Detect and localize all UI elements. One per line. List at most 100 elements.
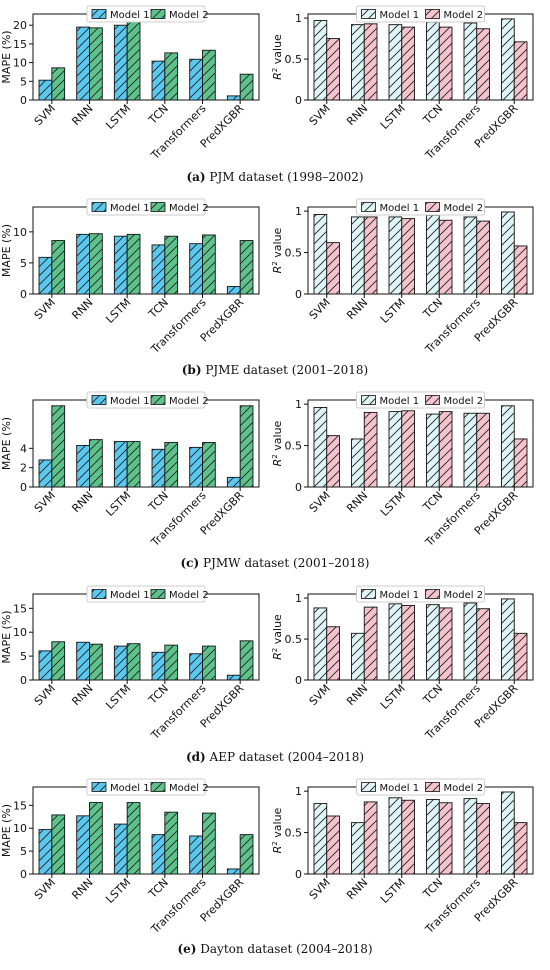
chart1-bar-s2-predxgbr [513, 41, 528, 101]
chart4-bar-s2-svm [51, 405, 66, 488]
chart4-legend-swatch-hatch [151, 395, 165, 405]
chart4-y-tick-label: 2 [20, 462, 27, 475]
chart3-legend-swatch-hatch [361, 202, 376, 212]
caption-text: PJMW dataset (2001–2018) [203, 556, 370, 570]
chart2-bar-s1-lstm [113, 235, 128, 295]
chart9-x-tick-label: SVM [307, 876, 333, 902]
chart7-bar-s1-transformers [463, 602, 478, 681]
chart1-bar-s1-svm [313, 20, 328, 101]
chart6-legend-swatch-hatch [92, 589, 106, 599]
chart9-legend-swatch-hatch [361, 782, 376, 792]
chart4-bar-s2-transformers [202, 442, 216, 488]
chart0-legend-swatch-hatch [151, 9, 165, 19]
chart5-bar-s2-svm [326, 435, 340, 488]
chart0-y-tick-label: 0 [20, 94, 27, 107]
chart7-bar-s2-lstm [401, 605, 415, 681]
chart5-y-axis-label: R2 value [271, 420, 284, 466]
chart0-y-tick-label: 20 [13, 19, 27, 32]
chart7-legend-label-1: Model 1 [380, 590, 420, 601]
chart3-legend-swatch-hatch [425, 202, 440, 212]
chart7-y-tick-label: 0.5 [285, 633, 303, 646]
chart8-legend-swatch-hatch [92, 782, 106, 792]
chart9-bar-s1-lstm [388, 797, 403, 875]
chart4-legend-label-1: Model 1 [110, 396, 150, 407]
chart9-legend-label-1: Model 1 [380, 783, 420, 794]
chart1-legend-swatch-hatch [425, 9, 440, 19]
chart5-bar-s1-transformers [463, 412, 478, 488]
chart7-bar-s2-rnn [363, 606, 378, 681]
chart1-bar-s1-transformers [463, 22, 478, 101]
chart8-bar-s2-predxgbr [239, 834, 254, 875]
chart2-bar-s1-transformers [189, 243, 203, 295]
caption-text: Dayton dataset (2004–2018) [200, 942, 373, 956]
chart4-bar-s2-predxgbr [239, 405, 254, 488]
chart4-bar-s1-lstm [113, 441, 128, 488]
chart2-legend-swatch-hatch [92, 202, 106, 212]
chart5-legend-swatch-hatch [361, 395, 376, 405]
chart3-x-tick-label: TCN [420, 296, 445, 321]
chart2-y-axis-label: MAPE (%) [0, 224, 13, 277]
chart2-bar-s2-lstm [126, 233, 141, 295]
chart0-x-tick-label: TCN [146, 102, 171, 127]
chart5-plot-frame [307, 399, 534, 488]
chart7-bar-s2-predxgbr [513, 632, 528, 681]
chart1-y-tick-label: 0 [295, 94, 302, 107]
chart6-x-tick-label: TCN [146, 682, 171, 707]
chart8-bar-s2-rnn [89, 802, 103, 875]
chart9-bar-s2-predxgbr [513, 822, 528, 875]
chart1-legend-label-1: Model 1 [380, 10, 420, 21]
chart9-y-tick-label: 0 [295, 868, 302, 881]
chart1-legend-box [356, 5, 485, 23]
chart8-bar-s2-transformers [202, 812, 216, 875]
chart8-x-tick-label: RNN [69, 876, 95, 902]
chart0-bar-s2-rnn [89, 27, 103, 101]
chart0-y-axis-label: MAPE (%) [0, 30, 13, 83]
chart2-legend-label-2: Model 2 [169, 203, 209, 214]
chart1-x-tick-label: RNN [344, 102, 370, 128]
chart2-x-tick-label: SVM [32, 296, 58, 322]
caption-text: PJM dataset (1998–2002) [209, 170, 364, 184]
chart7-bar-s1-tcn [426, 604, 440, 681]
chart5-bar-s1-rnn [351, 438, 365, 488]
chart3-bar-s1-predxgbr [501, 211, 515, 295]
chart7-bar-s1-lstm [388, 603, 403, 681]
chart9-legend-box [356, 778, 485, 796]
chart4-legend-swatch-hatch [92, 395, 106, 405]
chart7-legend-label-2: Model 2 [444, 590, 484, 601]
chart7-x-tick-label: LSTM [378, 682, 408, 712]
chart3-y-tick-label: 1 [295, 205, 302, 218]
chart9-bar-s2-lstm [401, 799, 415, 875]
chart0-bar-s1-transformers [189, 58, 203, 101]
chart3-y-axis-label: R2 value [271, 227, 284, 273]
chart3-y-tick-label: 0 [295, 288, 302, 301]
chart8-legend-box [86, 778, 206, 796]
chart9-y-tick-label: 1 [295, 785, 302, 798]
chart7-bar-s1-predxgbr [501, 598, 515, 681]
chart8-legend-label-1: Model 1 [110, 783, 150, 794]
chart9-bar-s1-rnn [351, 822, 365, 875]
chart7-x-tick-label: SVM [307, 682, 333, 708]
caption-letter: (a) [186, 170, 206, 184]
caption-panel-d: (d) AEP dataset (2004–2018) [0, 750, 550, 764]
chart7-bar-s2-svm [326, 626, 340, 681]
chart3-bar-s1-svm [313, 214, 328, 295]
chart3-bar-s1-rnn [351, 216, 365, 295]
chart8-bar-s1-lstm [113, 823, 128, 875]
chart6-bar-s2-transformers [202, 645, 216, 681]
chart3-legend-label-1: Model 1 [380, 203, 420, 214]
chart2-y-tick-label: 0 [20, 288, 27, 301]
chart4-y-tick-label: 0 [20, 481, 27, 494]
chart6-bar-s1-transformers [189, 653, 203, 681]
chart0-bar-s2-lstm [126, 19, 141, 101]
chart5-y-tick-label: 0.5 [285, 440, 303, 453]
chart9-x-tick-label: TCN [420, 876, 445, 901]
caption-letter: (d) [185, 750, 206, 764]
chart6-legend-box [86, 585, 206, 603]
chart9-bar-s1-transformers [463, 798, 478, 875]
chart2-legend-box [86, 198, 206, 216]
chart7-x-tick-label: RNN [344, 682, 370, 708]
chart4-bar-s2-rnn [89, 439, 103, 488]
chart1-bar-s2-svm [326, 38, 340, 101]
chart0-legend-label-1: Model 1 [110, 10, 150, 21]
